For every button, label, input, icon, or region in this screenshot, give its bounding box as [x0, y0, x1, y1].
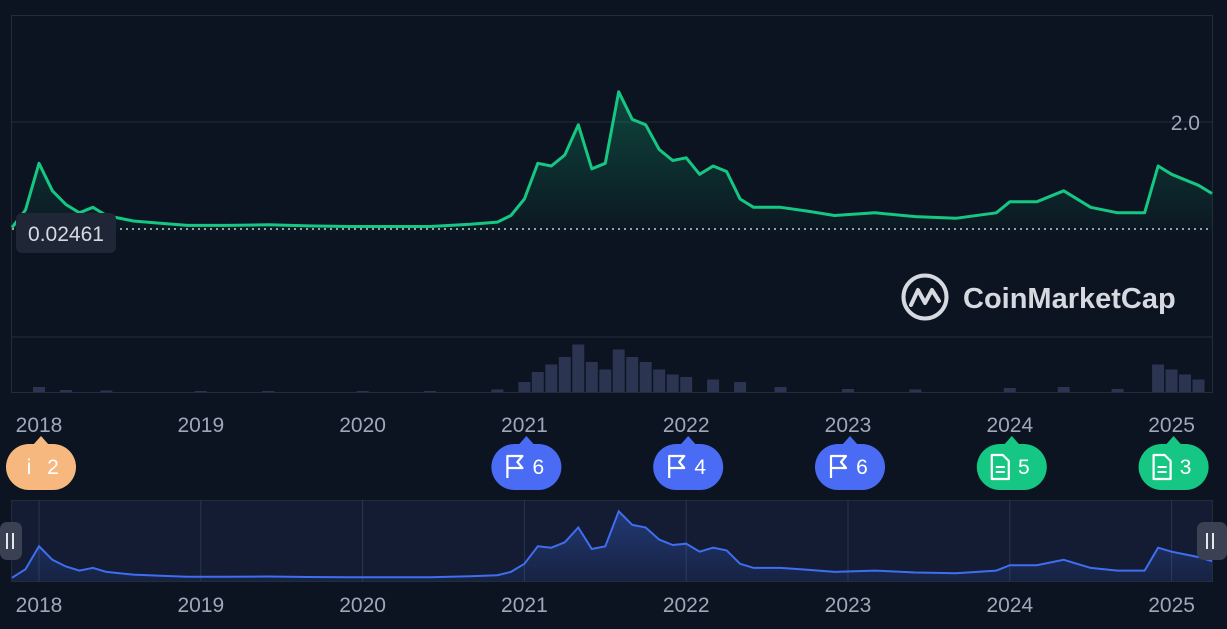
event-count: 5	[1018, 456, 1030, 479]
navigator-area	[12, 511, 1212, 581]
volume-bar	[1111, 389, 1124, 392]
x-tick-label: 2018	[16, 414, 63, 437]
volume-bar	[194, 391, 207, 392]
price-line[interactable]	[10, 90, 1213, 229]
volume-bar	[1179, 374, 1191, 392]
document-icon	[990, 453, 1010, 481]
navigator-x-tick-label: 2025	[1148, 594, 1195, 617]
event-marker-milestone[interactable]: 6	[815, 436, 885, 490]
volume-bar	[585, 362, 598, 392]
navigator-x-tick-label: 2019	[177, 594, 224, 617]
volume-bar	[653, 369, 666, 392]
volume-bar	[680, 377, 693, 392]
volume-bar	[356, 391, 369, 392]
event-count: 3	[1180, 456, 1192, 479]
document-icon	[1152, 453, 1172, 481]
volume-bar	[1003, 388, 1016, 392]
volume-bar	[1165, 369, 1178, 392]
event-count: 6	[533, 456, 545, 479]
brand-name: CoinMarketCap	[963, 283, 1176, 315]
volume-bar	[639, 362, 652, 392]
main-plot-frame	[11, 15, 1213, 393]
volume-bar	[531, 372, 544, 392]
event-marker-report[interactable]: 3	[1138, 436, 1209, 490]
navigator-line	[11, 509, 1213, 579]
volume-bar	[734, 382, 747, 392]
navigator-x-tick-label: 2020	[339, 594, 386, 617]
flag-icon	[506, 454, 524, 478]
volume-bar	[1152, 364, 1165, 392]
current-price-label-bg	[16, 213, 116, 253]
volume-bar	[842, 389, 854, 392]
current-price-label: 0.02461	[28, 223, 104, 246]
volume-bar	[599, 369, 612, 392]
volume-bars	[33, 344, 1205, 392]
x-tick-label: 2023	[825, 414, 872, 437]
volume-bar	[100, 390, 113, 392]
navigator-x-tick-label: 2022	[663, 594, 710, 617]
coinmarketcap-logo-icon	[901, 273, 949, 321]
volume-bar	[1192, 379, 1205, 392]
volume-bar	[707, 379, 720, 392]
price-area	[12, 91, 1212, 232]
event-marker-milestone[interactable]: 4	[653, 436, 724, 490]
x-tick-label: 2020	[339, 414, 386, 437]
volume-bar	[774, 387, 787, 392]
navigator-left-handle[interactable]	[0, 522, 22, 560]
navigator-x-tick-label: 2018	[16, 594, 63, 617]
x-tick-label: 2019	[177, 414, 224, 437]
event-count: 6	[856, 456, 868, 479]
volume-bar	[518, 382, 531, 392]
volume-bar	[1057, 387, 1070, 392]
flag-icon	[668, 454, 686, 478]
x-tick-label: 2021	[501, 414, 548, 437]
navigator-right-handle[interactable]	[1197, 522, 1227, 560]
event-marker-report[interactable]: 5	[976, 436, 1047, 490]
navigator-x-tick-label: 2024	[986, 594, 1033, 617]
x-tick-label: 2022	[663, 414, 710, 437]
volume-bar	[262, 391, 275, 392]
volume-bar	[558, 357, 571, 392]
flag-icon	[829, 454, 848, 478]
volume-bar	[666, 374, 679, 392]
event-marker-milestone[interactable]: 6	[491, 436, 562, 490]
x-tick-label: 2024	[986, 414, 1033, 437]
volume-bar	[424, 391, 436, 392]
volume-bar	[33, 387, 45, 392]
y-tick-label: 2.0	[1171, 112, 1200, 135]
x-axis-main: 2018 2019 2020 2021 2022 2023 2024 2025	[16, 414, 1195, 437]
navigator-x-tick-label: 2021	[501, 594, 548, 617]
info-icon: i	[27, 456, 32, 479]
x-tick-label: 2025	[1148, 414, 1195, 437]
svg-text:i: i	[27, 456, 32, 479]
event-count: 2	[47, 456, 59, 479]
volume-bar	[545, 364, 558, 392]
volume-bar	[59, 390, 72, 392]
volume-bar	[572, 344, 585, 392]
volume-bar	[491, 389, 504, 392]
volume-bar	[909, 389, 922, 392]
navigator-x-tick-label: 2023	[825, 594, 872, 617]
volume-bar	[626, 357, 639, 392]
volume-bar	[612, 349, 625, 392]
event-count: 4	[694, 456, 706, 479]
x-axis-navigator: 2018 2019 2020 2021 2022 2023 2024 2025	[16, 594, 1195, 617]
